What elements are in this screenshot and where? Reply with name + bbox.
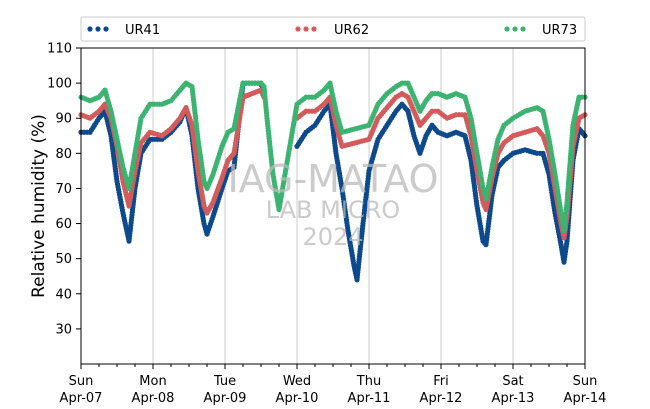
watermark-line-3: 2024 — [302, 223, 363, 251]
x-tick-date: Apr-07 — [60, 391, 103, 406]
x-tick-date: Apr-09 — [204, 391, 247, 406]
y-tick-label: 50 — [55, 252, 72, 267]
y-axis: 30 40 50 60 70 80 90 100 110 — [47, 42, 81, 337]
x-tick-day: Wed — [283, 374, 311, 389]
x-tick-date: Apr-11 — [348, 391, 391, 406]
x-tick-day: Sun — [573, 374, 598, 389]
watermark-line-2: LAB MICRO — [266, 196, 401, 224]
x-tick-day: Sat — [502, 374, 523, 389]
y-axis-title: Relative humidity (%) — [29, 114, 49, 298]
grid-lines — [152, 48, 514, 364]
legend-marker-ur41 — [95, 26, 101, 32]
y-tick-label: 90 — [55, 112, 72, 127]
x-tick-date: Apr-12 — [420, 391, 463, 406]
y-tick-label: 30 — [55, 322, 72, 337]
legend-label-ur62: UR62 — [334, 23, 369, 38]
legend-markers — [87, 26, 526, 32]
legend-marker-ur73 — [520, 26, 526, 32]
x-tick-day: Sun — [69, 374, 94, 389]
x-tick-date: Apr-13 — [492, 391, 535, 406]
x-tick-date: Apr-10 — [276, 391, 319, 406]
legend-marker-ur41 — [103, 26, 109, 32]
data-points — [78, 80, 588, 283]
legend-marker-ur62 — [295, 26, 301, 32]
y-tick-label: 80 — [55, 147, 72, 162]
x-tick-day: Thu — [356, 374, 381, 389]
legend-marker-ur73 — [504, 26, 510, 32]
y-tick-label: 40 — [55, 287, 72, 302]
x-tick-day: Tue — [213, 374, 236, 389]
x-tick-day: Mon — [139, 374, 166, 389]
y-tick-label: 70 — [55, 182, 72, 197]
legend-label-ur73: UR73 — [542, 23, 577, 38]
y-tick-label: 110 — [47, 42, 72, 57]
x-axis: Sun Apr-07 Mon Apr-08 Tue Apr-09 Wed Apr-10 Thu A… — [60, 364, 607, 406]
x-tick-day: Fri — [433, 374, 449, 389]
legend-label-ur41: UR41 — [125, 23, 160, 38]
legend-marker-ur62 — [303, 26, 309, 32]
y-tick-label: 60 — [55, 217, 72, 232]
legend-box — [80, 16, 586, 42]
legend-marker-ur73 — [512, 26, 518, 32]
legend-marker-ur62 — [311, 26, 317, 32]
x-tick-date: Apr-14 — [564, 391, 607, 406]
series-ur73 — [78, 80, 588, 234]
legend-marker-ur41 — [87, 26, 93, 32]
legend: UR41 UR62 UR73 — [80, 16, 586, 42]
watermark: IAG-MATAO LAB MICRO 2024 — [227, 157, 438, 251]
watermark-line-1: IAG-MATAO — [227, 157, 438, 201]
y-tick-label: 100 — [47, 77, 72, 92]
x-tick-date: Apr-08 — [132, 391, 175, 406]
